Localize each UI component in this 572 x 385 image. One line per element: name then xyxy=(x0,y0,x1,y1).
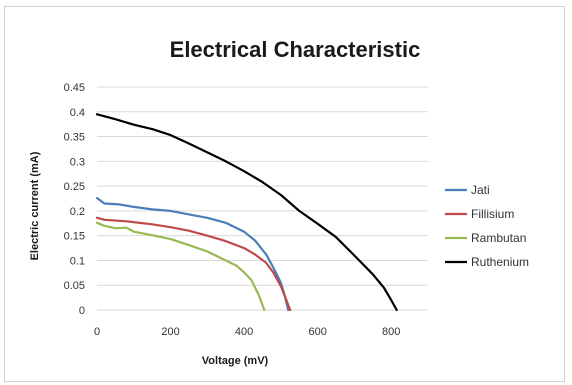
y-tick-label: 0.05 xyxy=(64,280,85,292)
series-line-jati xyxy=(95,196,290,312)
y-tick-label: 0.1 xyxy=(70,255,85,267)
chart-container: Electrical Characteristic 0 0.05 0.1 0.15 0.… xyxy=(4,6,565,382)
y-tick-label: 0.25 xyxy=(64,181,85,193)
x-tick-label: 800 xyxy=(382,326,400,338)
series-line-fillisium xyxy=(95,216,292,312)
x-tick-label: 600 xyxy=(308,326,326,338)
y-axis-ticks: 0 0.05 0.1 0.15 0.2 0.25 0.3 0.35 0.4 0.45 xyxy=(64,82,85,317)
x-axis-ticks: 0 200 400 600 800 xyxy=(94,326,400,338)
chart-title: Electrical Characteristic xyxy=(170,37,421,62)
y-tick-label: 0.45 xyxy=(64,82,85,94)
legend: Jati Fillisium Rambutan Ruthenium xyxy=(445,183,529,269)
x-axis-title: Voltage (mV) xyxy=(202,355,269,367)
legend-label-jati: Jati xyxy=(471,183,490,197)
legend-label-ruthenium: Ruthenium xyxy=(471,255,529,269)
series-lines xyxy=(95,113,398,312)
y-tick-label: 0.4 xyxy=(70,107,85,119)
gridlines xyxy=(97,86,428,311)
x-tick-label: 400 xyxy=(235,326,253,338)
line-chart: Electrical Characteristic 0 0.05 0.1 0.15 0.… xyxy=(29,37,529,367)
series-line-rambutan xyxy=(95,221,266,312)
legend-label-fillisium: Fillisium xyxy=(471,207,514,221)
y-tick-label: 0.15 xyxy=(64,231,85,243)
y-tick-label: 0.2 xyxy=(70,206,85,218)
x-tick-label: 0 xyxy=(94,326,100,338)
y-tick-label: 0.3 xyxy=(70,156,85,168)
series-line-ruthenium xyxy=(95,113,398,312)
y-tick-label: 0.35 xyxy=(64,132,85,144)
x-tick-label: 200 xyxy=(161,326,179,338)
y-axis-title: Electric current (mA) xyxy=(29,151,41,260)
y-tick-label: 0 xyxy=(79,305,85,317)
legend-label-rambutan: Rambutan xyxy=(471,231,526,245)
